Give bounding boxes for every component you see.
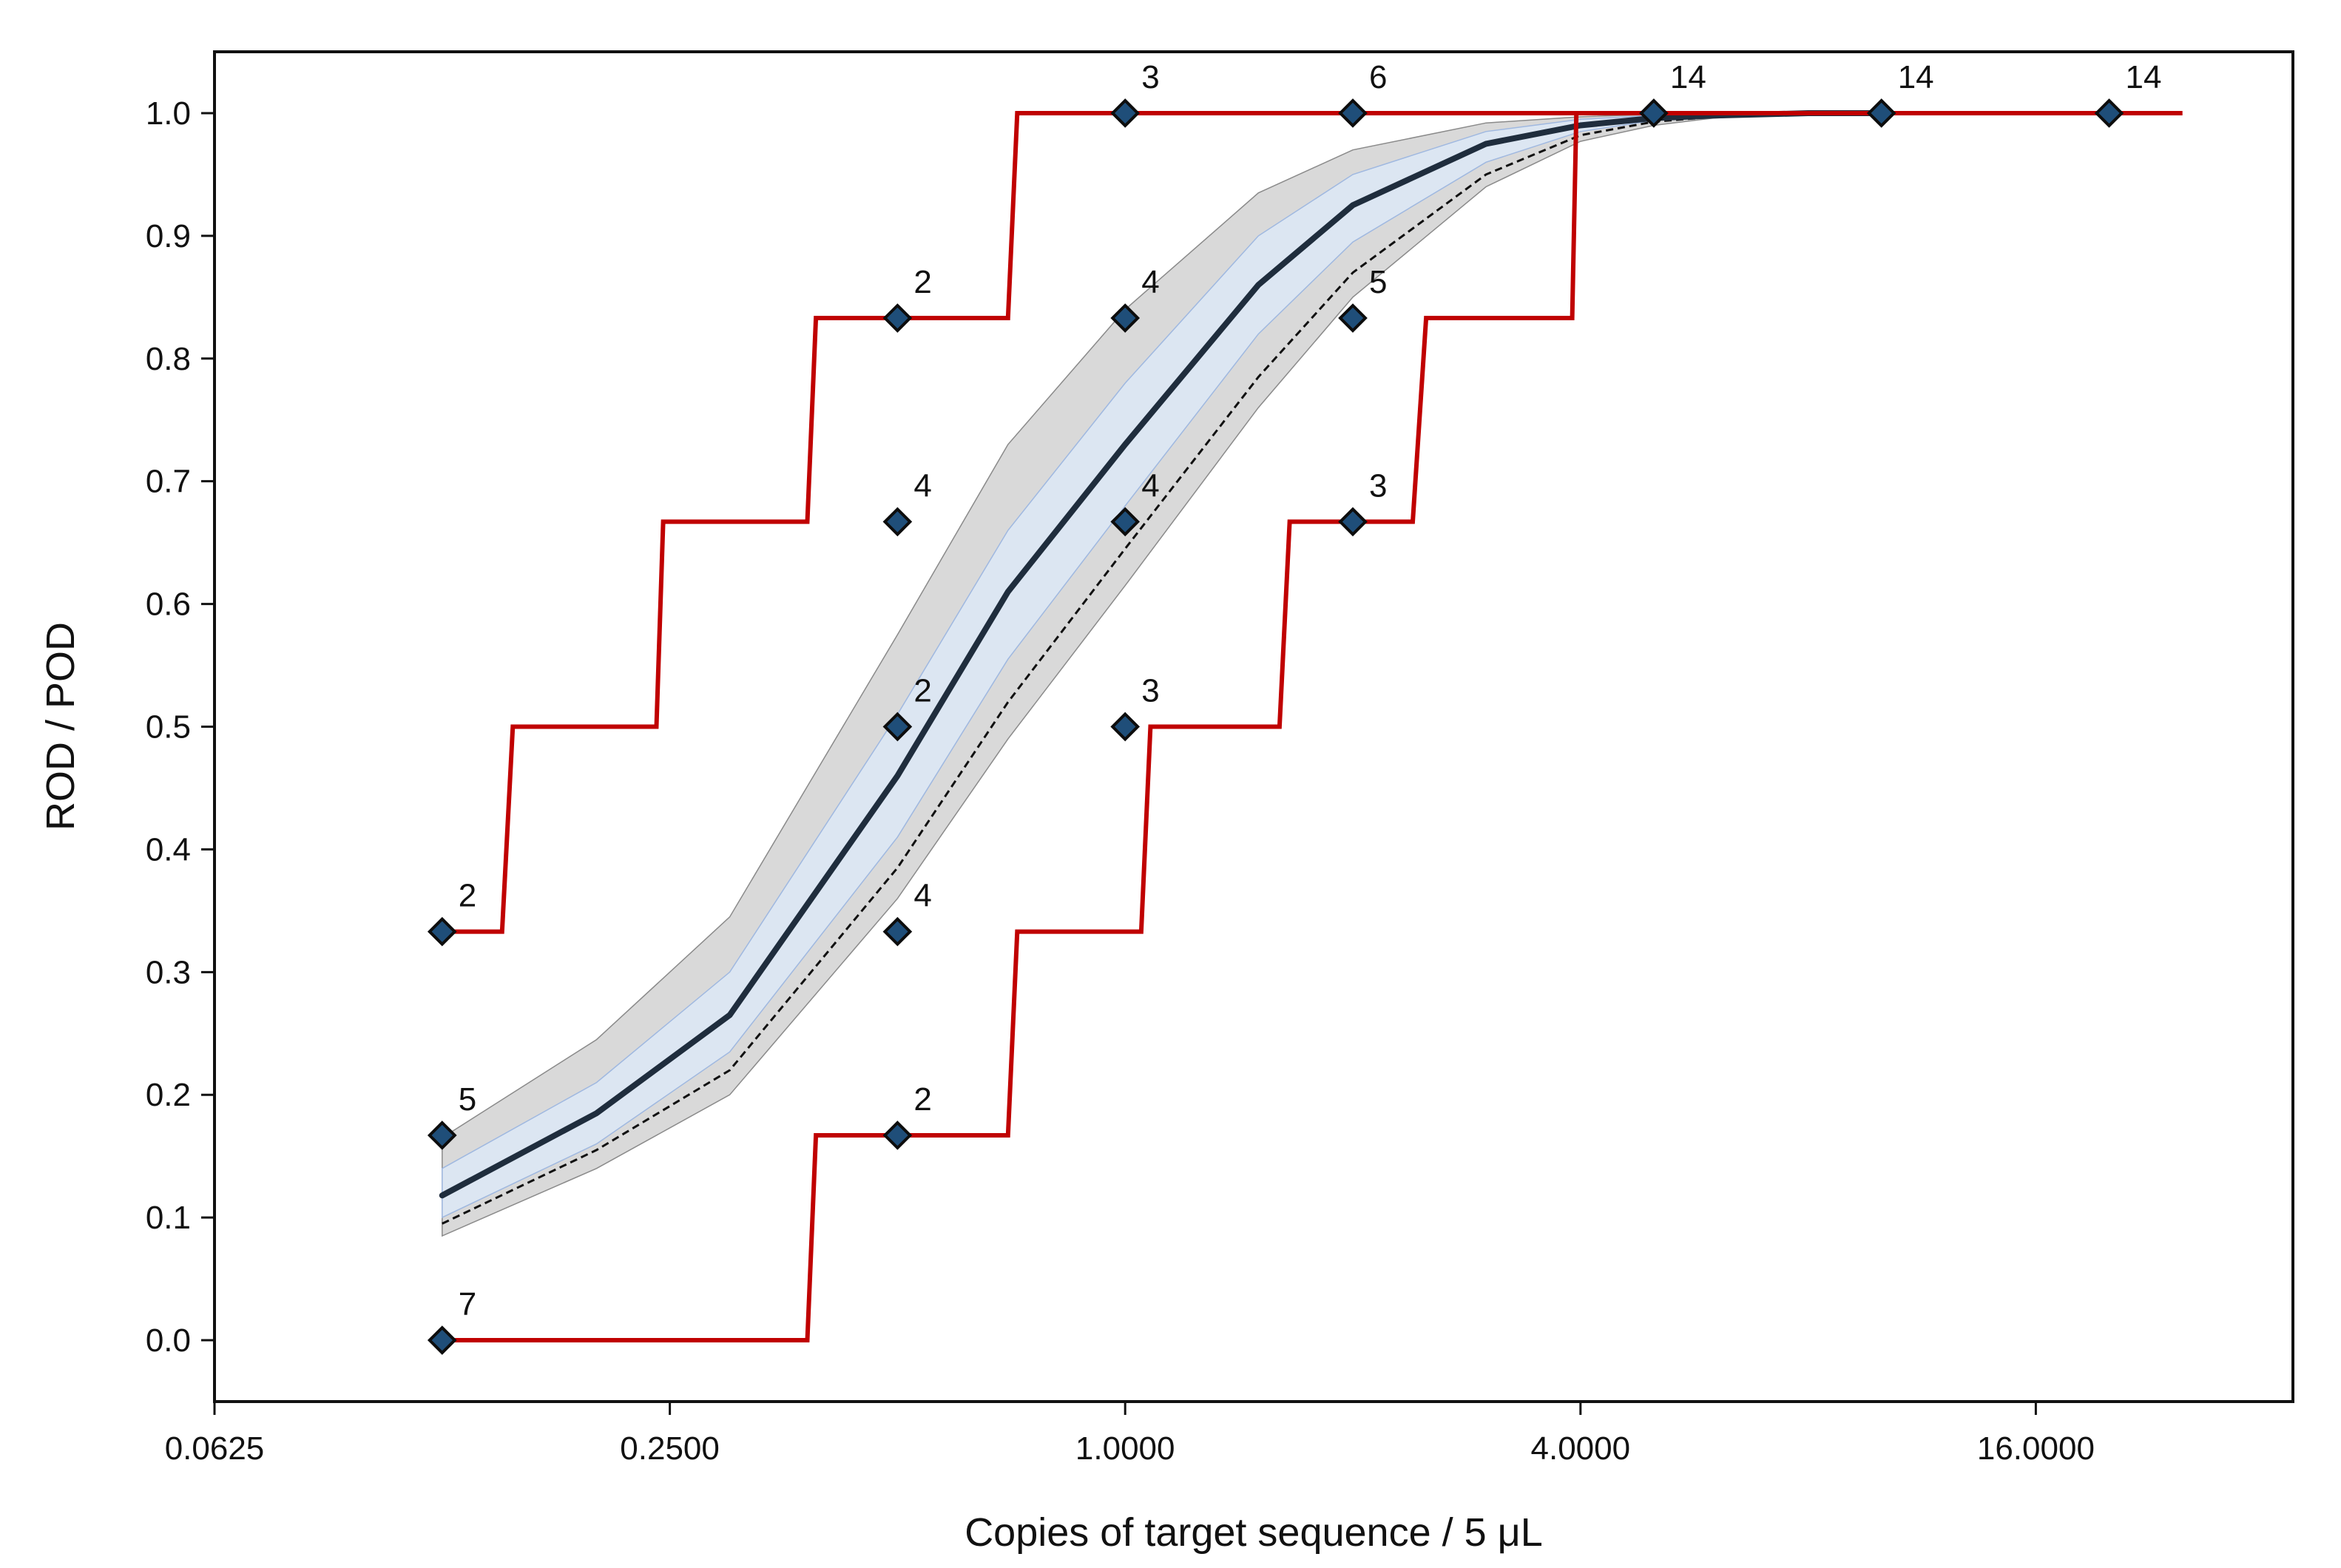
y-tick-label: 0.0 (146, 1322, 191, 1359)
data-point-count-label: 2 (913, 1081, 931, 1118)
data-point (1639, 98, 1669, 128)
data-point (1338, 507, 1368, 537)
data-point (882, 916, 913, 947)
upper-step-bound (442, 111, 2183, 934)
data-point-count-label: 4 (1141, 467, 1159, 504)
data-point (427, 916, 457, 947)
data-point-count-label: 14 (1670, 59, 1706, 95)
x-tick-label: 16.0000 (1977, 1430, 2095, 1467)
y-tick-label: 0.4 (146, 831, 191, 868)
data-marks: 2 5 7 2 4 2 4 2 3 4 4 3 6 5 3 14 14 14 (427, 59, 2161, 1355)
data-point (882, 507, 913, 537)
data-point (1110, 303, 1141, 333)
y-tick-label: 0.5 (146, 709, 191, 746)
data-point (1338, 98, 1368, 128)
data-point-count-label: 3 (1141, 673, 1159, 709)
data-point (2094, 98, 2124, 128)
data-point-count-label: 2 (459, 878, 476, 914)
x-axis: 0.0625 0.2500 1.0000 4.0000 16.0000 (165, 1402, 2095, 1467)
data-point-count-label: 5 (1369, 264, 1387, 300)
y-tick-label: 0.1 (146, 1200, 191, 1236)
data-point (882, 1121, 913, 1150)
data-point (427, 1121, 457, 1150)
x-tick-label: 0.2500 (620, 1430, 720, 1467)
data-point-count-label: 14 (1898, 59, 1934, 95)
y-axis-title: ROD / POD (38, 622, 83, 831)
y-tick-label: 1.0 (146, 95, 191, 132)
data-point-count-label: 3 (1141, 59, 1159, 95)
lower-step-bound (442, 111, 2183, 1342)
data-point-count-label: 2 (913, 673, 931, 709)
data-point (1866, 98, 1896, 128)
data-point (1110, 507, 1141, 537)
x-axis-title: Copies of target sequence / 5 μL (965, 1510, 1543, 1555)
data-point-count-label: 14 (2125, 59, 2161, 95)
data-point-count-label: 2 (913, 264, 931, 300)
data-point (882, 303, 913, 333)
pod-fit-curve (439, 110, 1885, 1199)
y-tick-label: 0.7 (146, 464, 191, 500)
data-point (427, 1325, 457, 1355)
data-point-count-label: 7 (459, 1286, 476, 1322)
y-tick-label: 0.2 (146, 1077, 191, 1113)
data-point (1338, 303, 1368, 333)
x-tick-label: 0.0625 (165, 1430, 265, 1467)
data-point-count-label: 4 (1141, 264, 1159, 300)
y-tick-label: 0.8 (146, 341, 191, 377)
data-point-count-label: 4 (913, 878, 931, 914)
data-point-count-label: 5 (459, 1081, 476, 1118)
plot-area (439, 110, 2183, 1342)
data-point (1110, 98, 1141, 128)
y-tick-label: 0.6 (146, 587, 191, 623)
data-point-count-label: 3 (1369, 467, 1387, 504)
y-axis: 0.0 0.1 0.2 0.3 0.4 0.5 0.6 0.7 0.8 0.9 1.0 (146, 95, 214, 1359)
data-point (1110, 712, 1141, 742)
data-point (882, 712, 913, 742)
x-tick-label: 1.0000 (1075, 1430, 1175, 1467)
x-tick-label: 4.0000 (1531, 1430, 1631, 1467)
y-tick-label: 0.9 (146, 218, 191, 254)
y-tick-label: 0.3 (146, 954, 191, 990)
data-point-count-label: 6 (1369, 59, 1387, 95)
data-point-count-label: 4 (913, 467, 931, 504)
